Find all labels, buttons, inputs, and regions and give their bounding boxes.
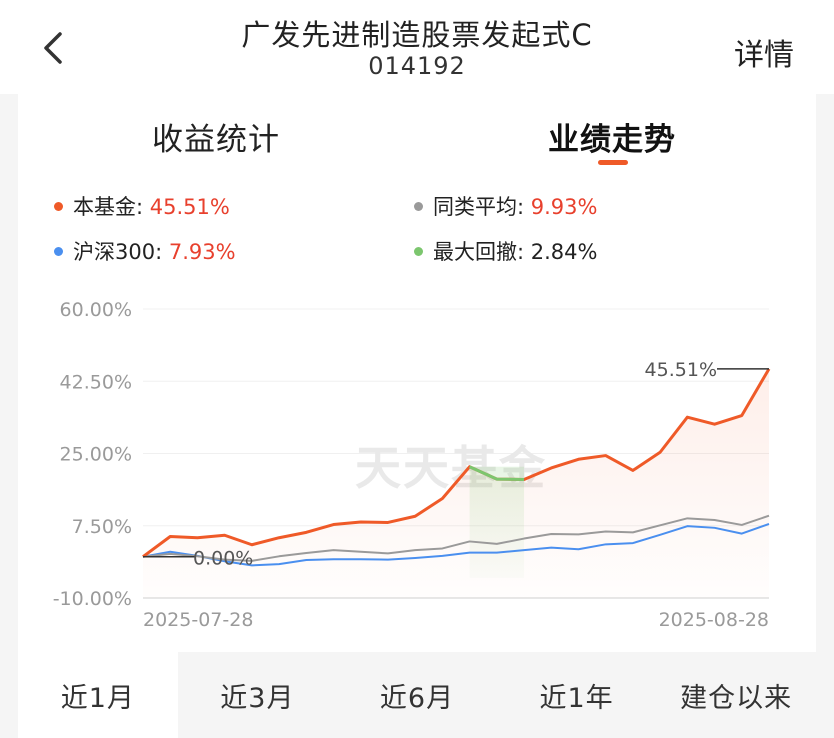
drawdown-segment [468,465,525,482]
fund-code: 014192 [368,52,466,80]
period-3m[interactable]: 近3月 [177,652,338,738]
legend-value-category-avg: 9.93% [530,195,598,219]
active-tab-indicator [598,160,628,165]
series-line-csi300 [142,523,770,567]
legend-dot-category-avg [414,201,423,211]
end-label: 45.51% [645,359,717,381]
x-tick-label: 2025-08-28 [659,609,769,631]
back-arrow-icon[interactable] [36,28,76,68]
y-tick-label: 42.50% [60,371,132,393]
legend-dot-fund [54,201,63,211]
period-selector: 近1月 近3月 近6月 近1年 建仓以来 [18,652,816,738]
tab-performance-trend[interactable]: 业绩走势 [548,122,676,158]
legend-label-csi300: 沪深300: [73,240,163,264]
y-tick-label: 25.00% [60,444,132,466]
legend-dot-max-drawdown [414,246,423,256]
y-tick-label: -10.00% [53,588,132,610]
performance-chart: 60.00%42.50%25.00%7.50%-10.00% 天天基金 0.00… [53,299,771,631]
legend-csi300: 沪深300: 7.93% [54,236,236,266]
detail-button[interactable]: 详情 [734,38,794,73]
period-since-inception[interactable]: 建仓以来 [656,652,816,738]
legend-value-fund: 45.51% [149,195,230,219]
series-line-fund [142,368,771,558]
period-1y[interactable]: 近1年 [496,652,657,738]
series-line-category-avg [142,514,770,562]
performance-card: 收益统计 业绩走势 本基金: 45.51% 同类平均: 9.93% 沪深300:… [18,94,816,738]
x-tick-label: 2025-07-28 [143,609,253,631]
legend-value-max-drawdown: 2.84% [530,240,598,264]
drawdown-area [469,466,525,578]
header: 广发先进制造股票发起式C 014192 详情 [0,0,834,94]
start-label: 0.00% [193,548,253,570]
legend-value-csi300: 7.93% [168,240,236,264]
y-tick-label: 60.00% [60,299,132,321]
legend-dot-csi300 [54,246,63,256]
legend-fund: 本基金: 45.51% [54,191,230,221]
legend-category-avg: 同类平均: 9.93% [414,191,597,221]
fund-title: 广发先进制造股票发起式C [241,18,593,52]
legend-label-category-avg: 同类平均: [433,195,525,219]
tab-income-stats[interactable]: 收益统计 [152,122,280,158]
y-tick-label: 7.50% [72,516,132,538]
period-1m[interactable]: 近1月 [18,652,178,738]
legend-max-drawdown: 最大回撤: 2.84% [414,236,597,266]
legend-label-fund: 本基金: [73,195,144,219]
period-6m[interactable]: 近6月 [337,652,497,738]
legend-label-max-drawdown: 最大回撤: [433,240,525,264]
